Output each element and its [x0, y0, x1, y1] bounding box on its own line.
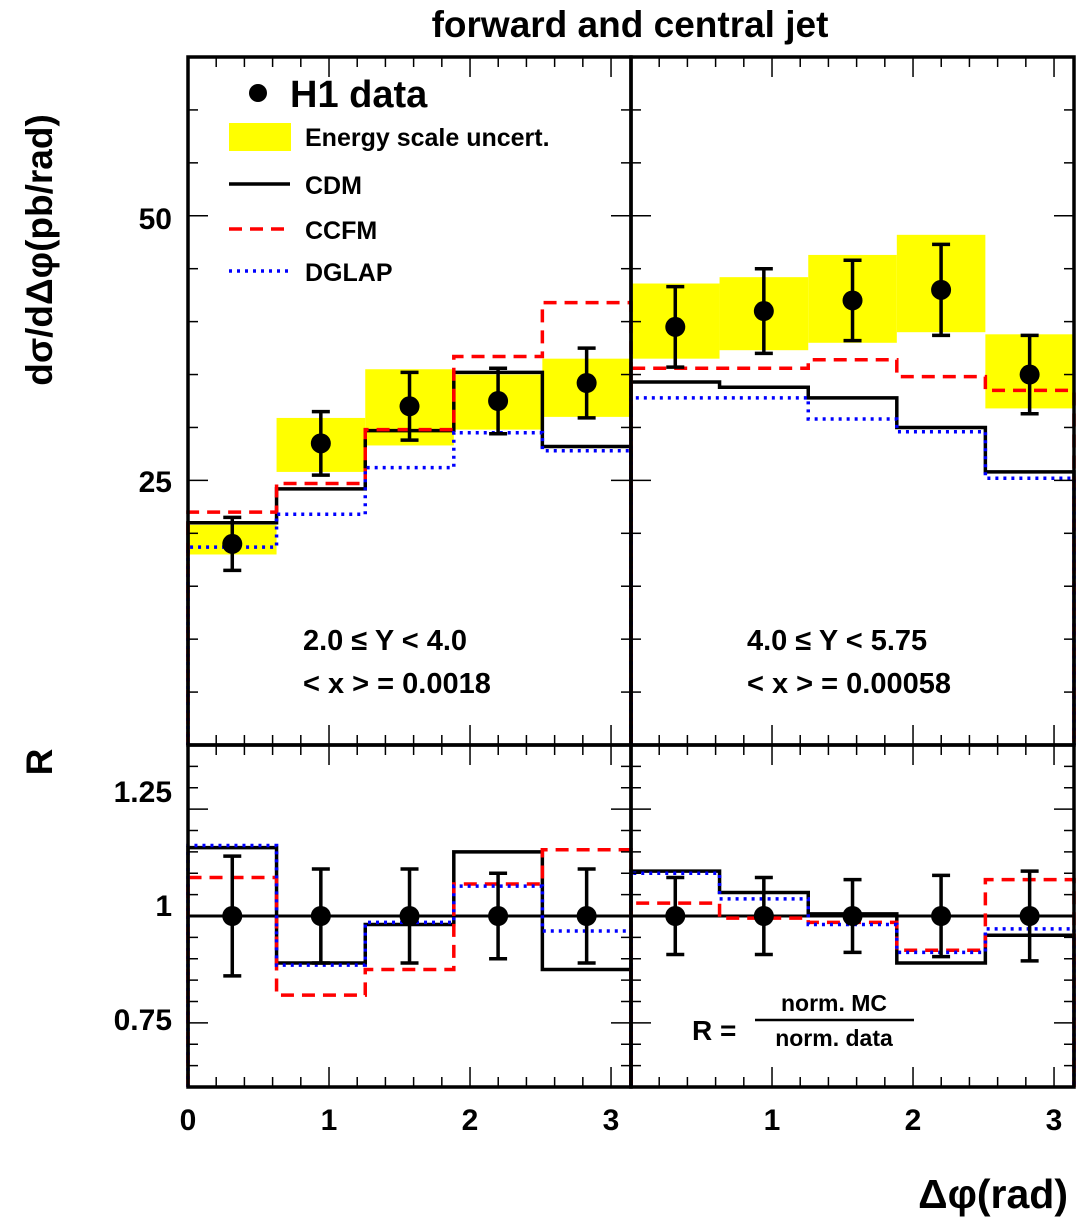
data-marker [842, 906, 863, 926]
data-point [842, 877, 863, 955]
histogram-ccfm [629, 357, 1076, 745]
data-marker [399, 906, 420, 926]
data-points-layer [222, 242, 1040, 978]
data-point [665, 875, 686, 957]
right-rapidity-range: 4.0 ≤ Y < 5.75 [747, 625, 927, 657]
panel-frames [186, 55, 1076, 1089]
xtick-label-0: 0 [180, 1104, 197, 1137]
xtick-label-3-right: 3 [1046, 1104, 1063, 1137]
xtick-label-2-left: 2 [462, 1104, 479, 1137]
panel-annotations: 2.0 ≤ Y < 4.0 < x > = 0.0018 4.0 ≤ Y < 5… [303, 625, 951, 700]
data-point [399, 867, 420, 965]
ytick-label-25: 25 [139, 466, 172, 499]
ytick-label-0.75: 0.75 [114, 1004, 172, 1037]
data-point [1019, 333, 1040, 416]
data-marker [576, 373, 597, 394]
ratio-formula-numerator: norm. MC [781, 990, 887, 1016]
legend-band-swatch [229, 123, 291, 151]
data-marker [488, 391, 509, 411]
legend-dglap-label: DGLAP [305, 259, 393, 287]
y-axis-label-top: dσ/dΔφ(pb/rad) [19, 114, 60, 386]
histogram-dglap [629, 396, 1076, 745]
data-point [576, 867, 597, 965]
tick-labels: 50 25 1.25 1 0.75 0 1 2 3 1 2 3 [114, 203, 1063, 1137]
y-axis-label-bottom: R [19, 749, 60, 776]
data-marker [310, 433, 331, 454]
data-point [310, 867, 331, 965]
data-marker [665, 316, 686, 337]
frame-bottom-right [629, 743, 1076, 1089]
data-point [665, 284, 686, 369]
legend-data-marker [249, 84, 267, 102]
histogram-cdm [629, 380, 1076, 745]
data-point [222, 854, 243, 978]
data-point [931, 873, 952, 959]
left-rapidity-range: 2.0 ≤ Y < 4.0 [303, 625, 467, 657]
data-marker [576, 906, 597, 926]
data-point [753, 875, 774, 957]
data-point [931, 242, 952, 338]
data-point [310, 409, 331, 477]
data-point [753, 266, 774, 356]
legend-cdm-label: CDM [305, 172, 362, 200]
xtick-label-1-left: 1 [321, 1104, 338, 1137]
left-mean-x: < x > = 0.0018 [303, 668, 491, 700]
ratio-formula-denominator: norm. data [775, 1025, 893, 1051]
data-marker [1019, 364, 1040, 385]
xtick-label-2-right: 2 [905, 1104, 922, 1137]
histogram-ccfm [186, 847, 633, 1087]
data-point [842, 258, 863, 343]
data-marker [665, 906, 686, 926]
data-marker [753, 301, 774, 322]
histogram-dglap [186, 431, 633, 745]
data-marker [399, 396, 420, 417]
ytick-label-50: 50 [139, 203, 172, 236]
data-point [222, 515, 243, 573]
data-point [399, 370, 420, 442]
legend-data-label: H1 data [290, 74, 428, 116]
data-marker [222, 906, 243, 926]
data-marker [753, 906, 774, 926]
ratio-formula-lhs: R = [692, 1015, 736, 1046]
data-marker [931, 906, 952, 926]
data-marker [222, 533, 243, 554]
data-point [488, 366, 509, 436]
data-marker [1019, 906, 1040, 926]
legend-ccfm-label: CCFM [305, 217, 377, 245]
data-point [576, 346, 597, 420]
data-point [488, 871, 509, 961]
ratio-formula: R = norm. MC norm. data [692, 990, 914, 1051]
xtick-label-1-right: 1 [764, 1104, 781, 1137]
right-mean-x: < x > = 0.00058 [747, 668, 951, 700]
data-marker [488, 906, 509, 926]
ytick-label-1: 1 [155, 890, 172, 923]
x-axis-label: Δφ(rad) [918, 1171, 1068, 1217]
data-marker [842, 290, 863, 311]
xtick-label-3-left: 3 [603, 1104, 620, 1137]
data-marker [310, 906, 331, 926]
chart-title: forward and central jet [432, 4, 829, 45]
legend-band-label: Energy scale uncert. [305, 124, 550, 152]
legend: H1 data Energy scale uncert. CDM CCFM DG… [229, 74, 550, 287]
data-marker [931, 279, 952, 300]
data-point [1019, 869, 1040, 963]
ytick-label-1.25: 1.25 [114, 776, 172, 809]
